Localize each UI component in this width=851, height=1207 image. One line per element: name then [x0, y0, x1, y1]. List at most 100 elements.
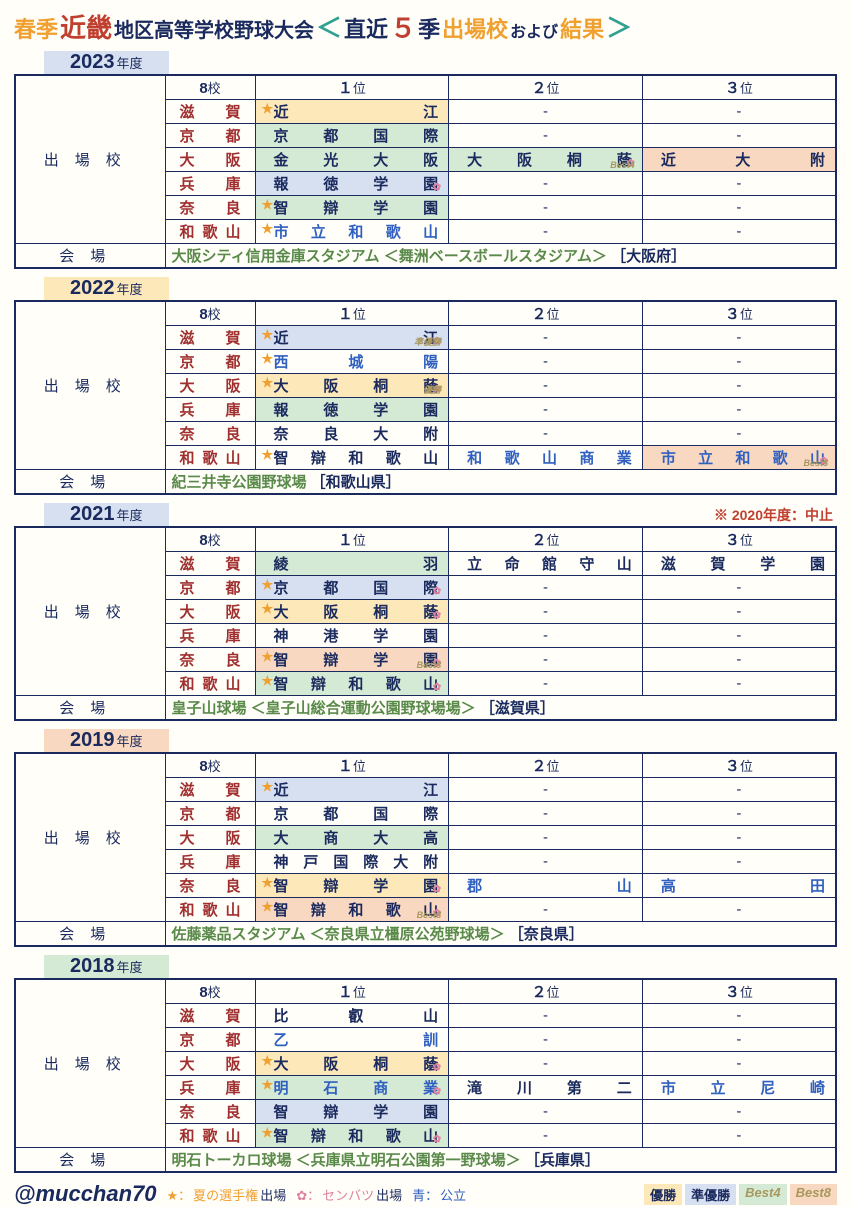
school-cell: 郡山 — [449, 874, 643, 898]
venue-row: 会場 佐藤薬品スタジアム ＜奈良県立橿原公苑野球場＞ ［奈良県］ — [15, 922, 836, 947]
prefecture: 大阪 — [165, 1052, 255, 1076]
venue: 皇子山球場 ＜皇子山総合運動公園野球場場＞ ［滋賀県］ — [165, 696, 836, 721]
school-cell: 京都国際 — [255, 802, 449, 826]
legend-star: ★：夏の選手権出場 — [167, 1185, 287, 1204]
prefecture: 和歌山 — [165, 672, 255, 696]
school-cell: 立命館守山 — [449, 552, 643, 576]
schools-label: 出場校 — [15, 75, 165, 244]
year-table: 出場校 8校 １位 ２位 ３位 滋賀 ★近江-- 京都 京都国際-- 大阪 大商… — [14, 752, 837, 947]
count-header: 8校 — [165, 75, 255, 100]
prefecture: 滋賀 — [165, 1004, 255, 1028]
year-note: ※ 2020年度：中止 — [714, 505, 833, 525]
school-cell: 智辯学園 — [255, 1100, 449, 1124]
prefecture: 兵庫 — [165, 850, 255, 874]
venue-row: 会場 皇子山球場 ＜皇子山総合運動公園野球場場＞ ［滋賀県］ — [15, 696, 836, 721]
school-cell: 神港学園 — [255, 624, 449, 648]
rank-2: ２位 — [449, 301, 643, 326]
prefecture: 京都 — [165, 802, 255, 826]
rank-1: １位 — [255, 979, 449, 1004]
school-cell: ★西城陽 — [255, 350, 449, 374]
rank-2: ２位 — [449, 75, 643, 100]
venue-row: 会場 明石トーカロ球場 ＜兵庫県立明石公園第一野球場＞ ［兵庫県］ — [15, 1148, 836, 1173]
rank-1: １位 — [255, 527, 449, 552]
venue-row: 会場 紀三井寺公園野球場 ［和歌山県］ — [15, 470, 836, 495]
school-cell: ★智辯学園Best8 — [255, 648, 449, 672]
school-cell: 比叡山 — [255, 1004, 449, 1028]
school-cell: 京都国際 — [255, 124, 449, 148]
school-cell: ★大阪桐蔭優勝 — [255, 374, 449, 398]
year-table: 出場校 8校 １位 ２位 ３位 滋賀 比叡山-- 京都 乙訓-- 大阪 ★大阪桐… — [14, 978, 837, 1173]
venue-label: 会場 — [15, 470, 165, 495]
venue-row: 会場 大阪シティ信用金庫スタジアム ＜舞洲ベースボールスタジアム＞ ［大阪府］ — [15, 244, 836, 269]
school-cell: 高田 — [642, 874, 836, 898]
prefecture: 大阪 — [165, 826, 255, 850]
prefecture: 兵庫 — [165, 1076, 255, 1100]
count-header: 8校 — [165, 301, 255, 326]
rank-1: １位 — [255, 75, 449, 100]
school-cell: 綾羽 — [255, 552, 449, 576]
venue-label: 会場 — [15, 696, 165, 721]
school-cell: ★大阪桐蔭 — [255, 1052, 449, 1076]
legend-boxes: 優勝 準優勝 Best4 Best8 — [644, 1184, 837, 1205]
school-cell: 市立和歌山Best8 — [642, 446, 836, 470]
prefecture: 滋賀 — [165, 552, 255, 576]
year-tab: 2019年度 — [44, 729, 169, 752]
school-cell: ★智辯和歌山 — [255, 672, 449, 696]
title-gt: ＞ — [606, 8, 632, 45]
school-cell: ★智辯和歌山Best8 — [255, 898, 449, 922]
year-block: 2019年度 出場校 8校 １位 ２位 ３位 滋賀 ★近江-- 京都 京都国際-… — [14, 729, 837, 947]
prefecture: 兵庫 — [165, 172, 255, 196]
title-lt: ＜ — [316, 8, 342, 45]
prefecture: 和歌山 — [165, 220, 255, 244]
prefecture: 奈良 — [165, 874, 255, 898]
year-block: 2018年度 出場校 8校 １位 ２位 ３位 滋賀 比叡山-- 京都 乙訓-- … — [14, 955, 837, 1173]
school-cell: 報徳学園 — [255, 172, 449, 196]
title-b: 近畿 — [60, 8, 112, 45]
year-tab: 2018年度 — [44, 955, 169, 978]
year-block: 2022年度 出場校 8校 １位 ２位 ３位 滋賀 ★近江準優勝-- 京都 ★西… — [14, 277, 837, 495]
rank-3: ３位 — [642, 75, 836, 100]
venue-label: 会場 — [15, 1148, 165, 1173]
school-cell: ★智辯学園 — [255, 196, 449, 220]
school-cell: 神戸国際大附 — [255, 850, 449, 874]
title-i: 結果 — [560, 12, 604, 44]
schools-label: 出場校 — [15, 301, 165, 470]
title-d: 直近 — [344, 12, 388, 44]
title-a: 春季 — [14, 12, 58, 44]
year-block: 2021年度 ※ 2020年度：中止 出場校 8校 １位 ２位 ３位 滋賀 綾羽… — [14, 503, 837, 721]
school-cell: ★近江準優勝 — [255, 326, 449, 350]
year-tab: 2022年度 — [44, 277, 169, 300]
prefecture: 滋賀 — [165, 326, 255, 350]
school-cell: ★明石商業 — [255, 1076, 449, 1100]
prefecture: 奈良 — [165, 648, 255, 672]
prefecture: 和歌山 — [165, 1124, 255, 1148]
schools-label: 出場校 — [15, 979, 165, 1148]
footer: @mucchan70 ★：夏の選手権出場 ✿：センバツ出場 青：公立 優勝 準優… — [14, 1181, 837, 1207]
year-table: 出場校 8校 １位 ２位 ３位 滋賀 綾羽立命館守山滋賀学園 京都 ★京都国際-… — [14, 526, 837, 721]
prefecture: 京都 — [165, 1028, 255, 1052]
school-cell: 報徳学園 — [255, 398, 449, 422]
prefecture: 奈良 — [165, 422, 255, 446]
school-cell: 大商大高 — [255, 826, 449, 850]
title-c: 地区高等学校野球大会 — [114, 14, 314, 43]
school-cell: 滋賀学園 — [642, 552, 836, 576]
prefecture: 大阪 — [165, 148, 255, 172]
school-cell: ★近江 — [255, 100, 449, 124]
prefecture: 和歌山 — [165, 446, 255, 470]
rank-3: ３位 — [642, 301, 836, 326]
venue-label: 会場 — [15, 244, 165, 269]
school-cell: 金光大阪 — [255, 148, 449, 172]
venue-label: 会場 — [15, 922, 165, 947]
count-header: 8校 — [165, 753, 255, 778]
rank-2: ２位 — [449, 753, 643, 778]
legend-flower: ✿：センバツ出場 — [296, 1185, 402, 1204]
prefecture: 和歌山 — [165, 898, 255, 922]
school-cell: ★智辯和歌山 — [255, 446, 449, 470]
prefecture: 奈良 — [165, 196, 255, 220]
legend-blue: 青：公立 — [412, 1185, 466, 1204]
page-title: 春季 近畿 地区高等学校野球大会 ＜ 直近 ５ 季 出場校 および 結果 ＞ — [14, 8, 837, 45]
year-tab: 2023年度 — [44, 51, 169, 74]
year-table: 出場校 8校 １位 ２位 ３位 滋賀 ★近江-- 京都 京都国際-- 大阪 金光… — [14, 74, 837, 269]
title-g: 出場校 — [442, 12, 508, 44]
venue: 紀三井寺公園野球場 ［和歌山県］ — [165, 470, 836, 495]
